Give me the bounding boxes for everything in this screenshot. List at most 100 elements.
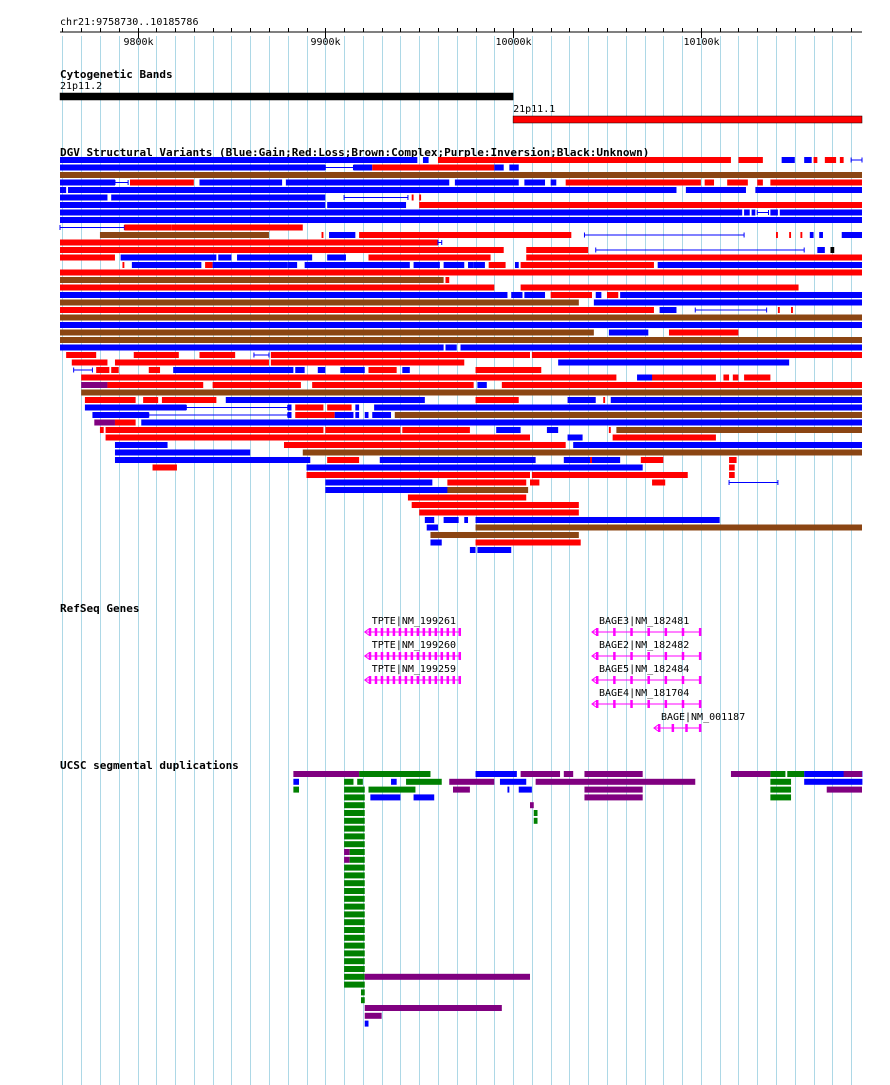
dgv-variant-gain[interactable] (141, 419, 862, 426)
dgv-variant-unknown[interactable] (830, 247, 835, 253)
refseq-genes[interactable]: TPTE|NM_199261 TPTE|NM_199260 TPTE|NM_1992… (363, 616, 746, 732)
segdup-feature-green[interactable] (344, 833, 365, 840)
dgv-variant-gain[interactable] (494, 164, 504, 171)
dgv-variant-loss[interactable] (60, 239, 438, 246)
segdup-feature-purple[interactable] (364, 973, 531, 980)
gene-exon[interactable] (392, 652, 396, 660)
dgv-variant-gain[interactable] (755, 187, 862, 193)
segdup-feature-green[interactable] (344, 825, 365, 832)
gene-exon[interactable] (446, 676, 450, 684)
dgv-variant-gain[interactable] (372, 412, 392, 418)
segdup-feature-green[interactable] (344, 934, 365, 941)
dgv-variant-loss[interactable] (419, 509, 579, 516)
dgv-variant-loss[interactable] (727, 179, 748, 186)
segdup-feature-blue[interactable] (391, 778, 397, 785)
dgv-variant-complex[interactable] (60, 314, 862, 321)
gene-exon[interactable] (410, 652, 414, 660)
dgv-variant-gain[interactable] (287, 262, 298, 268)
dgv-variant-loss[interactable] (729, 472, 735, 478)
dgv-variant-complex[interactable] (616, 427, 862, 433)
dgv-variant-gain[interactable] (514, 262, 519, 268)
segdup-feature-green[interactable] (344, 841, 365, 848)
dgv-variant-gain[interactable] (287, 412, 292, 418)
gene-exon[interactable] (452, 652, 456, 660)
dgv-variant-gain[interactable] (464, 517, 469, 523)
dgv-variant-gain[interactable] (819, 232, 823, 238)
segdup-feature-blue[interactable] (364, 1020, 369, 1027)
gene-exon[interactable] (647, 700, 650, 708)
dgv-variant-gain[interactable] (364, 412, 369, 418)
dgv-variant-gain[interactable] (685, 187, 746, 193)
gene-exon[interactable] (422, 652, 426, 660)
segdup-feature-green[interactable] (533, 817, 538, 824)
gene-exon[interactable] (595, 652, 599, 660)
dgv-variant-loss[interactable] (270, 359, 465, 366)
dgv-variant-gain[interactable] (402, 367, 410, 373)
dgv-variant-gain[interactable] (620, 292, 862, 298)
dgv-variant-gain[interactable] (567, 397, 596, 403)
dgv-variant-gain[interactable] (473, 262, 485, 268)
dgv-variant-loss[interactable] (114, 419, 130, 426)
gene-exon[interactable] (404, 628, 408, 636)
dgv-variant-gain[interactable] (379, 457, 536, 463)
dgv-variant-loss[interactable] (590, 457, 592, 463)
dgv-variant-gain[interactable] (355, 412, 360, 418)
gene-exon[interactable] (647, 676, 650, 684)
segdup-feature-green[interactable] (357, 778, 363, 785)
dgv-variant-complex[interactable] (394, 412, 862, 418)
gene-exon[interactable] (595, 628, 599, 636)
dgv-variant-gain[interactable] (60, 292, 508, 298)
segdup-feature-green[interactable] (344, 864, 365, 871)
gene-exon[interactable] (398, 676, 402, 684)
dgv-variant-gain[interactable] (445, 344, 457, 351)
dgv-variant-loss[interactable] (107, 382, 204, 388)
dgv-variant-loss[interactable] (640, 457, 664, 463)
gene-exon[interactable] (458, 652, 462, 660)
dgv-variant-loss[interactable] (60, 269, 862, 276)
segdup-feature-green[interactable] (344, 810, 365, 816)
dgv-variant-gain[interactable] (751, 209, 756, 216)
dgv-variant-gain[interactable] (327, 202, 407, 208)
position-ruler[interactable]: chr21:9758730..10185786 9800k 9900k 10000k… (60, 17, 862, 48)
dgv-variant-gain[interactable] (781, 157, 795, 163)
gene-exon[interactable] (698, 676, 702, 684)
dgv-variant-loss[interactable] (608, 427, 611, 433)
segdup-feature-purple[interactable] (584, 786, 643, 793)
gene-exon[interactable] (613, 652, 616, 660)
gene-exon[interactable] (428, 628, 432, 636)
dgv-variant-complex[interactable] (430, 532, 579, 538)
segdup-feature-green[interactable] (344, 903, 365, 910)
dgv-variant-complex[interactable] (99, 232, 269, 238)
segdup-feature-green[interactable] (344, 942, 365, 949)
gene-exon[interactable] (681, 628, 685, 636)
dgv-variant-gain[interactable] (469, 547, 476, 553)
dgv-variant-gain[interactable] (608, 329, 649, 336)
dgv-variant-gain[interactable] (327, 254, 346, 261)
dgv-variant-loss[interactable] (411, 502, 579, 508)
dgv-variant-gain[interactable] (325, 487, 482, 493)
gene-exon[interactable] (698, 700, 702, 708)
gene-exon[interactable] (368, 628, 372, 636)
gene-exon[interactable] (681, 652, 685, 660)
dgv-variant-loss[interactable] (105, 434, 531, 441)
dgv-variant-gain[interactable] (304, 262, 410, 268)
dgv-variant-loss[interactable] (295, 412, 335, 418)
dgv-variant-gain[interactable] (60, 157, 418, 163)
dgv-variant-loss[interactable] (60, 284, 495, 291)
dgv-variant-gain[interactable] (60, 202, 326, 208)
dgv-variant-gain[interactable] (325, 479, 433, 486)
dgv-variant-loss[interactable] (668, 329, 739, 336)
dgv-variant-loss[interactable] (270, 352, 531, 358)
dgv-variant-gain[interactable] (424, 517, 435, 523)
segdup-feature-green[interactable] (770, 771, 786, 777)
dgv-variant-gain[interactable] (374, 404, 862, 411)
dgv-variant-gain[interactable] (454, 179, 519, 186)
gene-exon[interactable] (647, 652, 650, 660)
dgv-variant-loss[interactable] (776, 232, 778, 238)
segdup-feature-purple[interactable] (584, 794, 643, 801)
dgv-variant-gain[interactable] (817, 247, 825, 253)
gene-exon[interactable] (380, 676, 384, 684)
dgv-variant-loss[interactable] (105, 427, 324, 433)
gene-exon[interactable] (458, 676, 462, 684)
gene-exon[interactable] (434, 628, 438, 636)
